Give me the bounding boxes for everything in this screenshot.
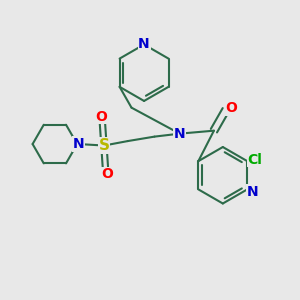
Text: N: N	[174, 127, 185, 141]
Text: N: N	[73, 137, 85, 151]
Text: N: N	[138, 38, 150, 52]
Text: O: O	[101, 167, 113, 182]
Text: N: N	[73, 137, 85, 151]
Text: S: S	[98, 138, 110, 153]
Text: O: O	[225, 101, 237, 116]
Text: O: O	[95, 110, 107, 124]
Text: N: N	[247, 185, 258, 199]
Text: Cl: Cl	[247, 153, 262, 167]
